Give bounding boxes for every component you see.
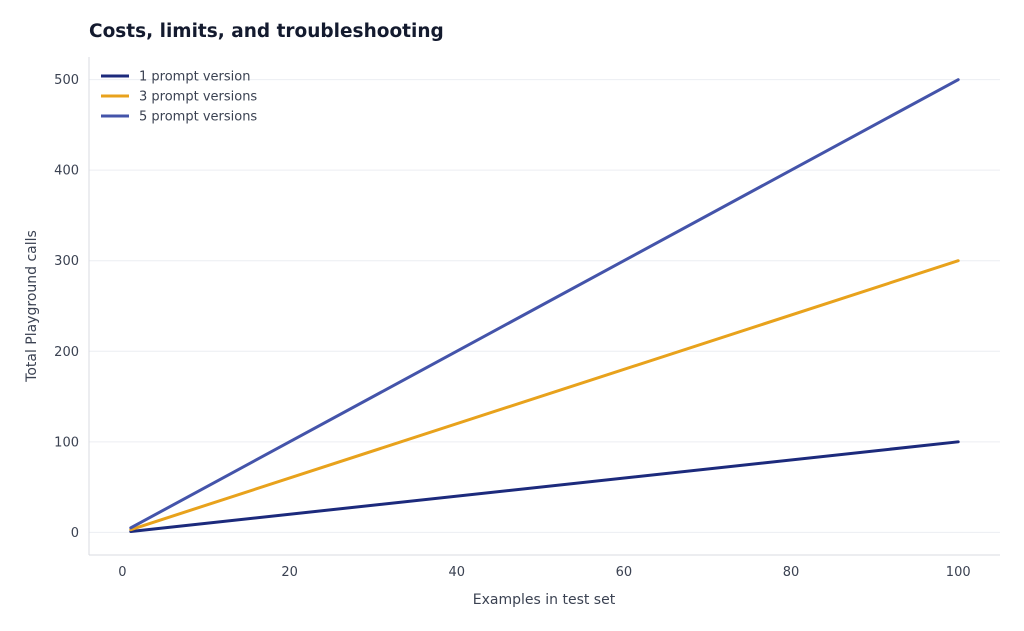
chart-title: Costs, limits, and troubleshooting [89, 21, 444, 42]
x-tick-label: 80 [783, 565, 800, 580]
series-lines [129, 78, 960, 533]
x-tick-label: 20 [281, 565, 298, 580]
legend-label: 5 prompt versions [139, 110, 257, 125]
legend-label: 1 prompt version [139, 70, 250, 85]
x-tick-label: 100 [946, 565, 971, 580]
x-axis-label: Examples in test set [473, 592, 616, 608]
x-tick-label: 40 [448, 565, 465, 580]
y-axis-label: Total Playground calls [24, 230, 40, 383]
y-tick-label: 100 [54, 435, 79, 450]
series-line-3 [129, 78, 960, 530]
x-tick-label: 60 [616, 565, 633, 580]
legend: 1 prompt version 3 prompt versions 5 promp… [101, 70, 257, 125]
y-tick-label: 0 [71, 526, 79, 541]
y-tick-label: 200 [54, 345, 79, 360]
series-line-2 [129, 259, 960, 532]
tick-labels: 0 100 200 300 400 500 0 20 40 60 80 100 [54, 73, 970, 580]
legend-label: 3 prompt versions [139, 90, 257, 105]
y-tick-label: 300 [54, 254, 79, 269]
axes [88, 57, 1000, 556]
series-line-1 [129, 440, 960, 533]
y-tick-label: 400 [54, 164, 79, 179]
x-tick-label: 0 [118, 565, 126, 580]
gridlines [89, 79, 1000, 533]
y-tick-label: 500 [54, 73, 79, 88]
